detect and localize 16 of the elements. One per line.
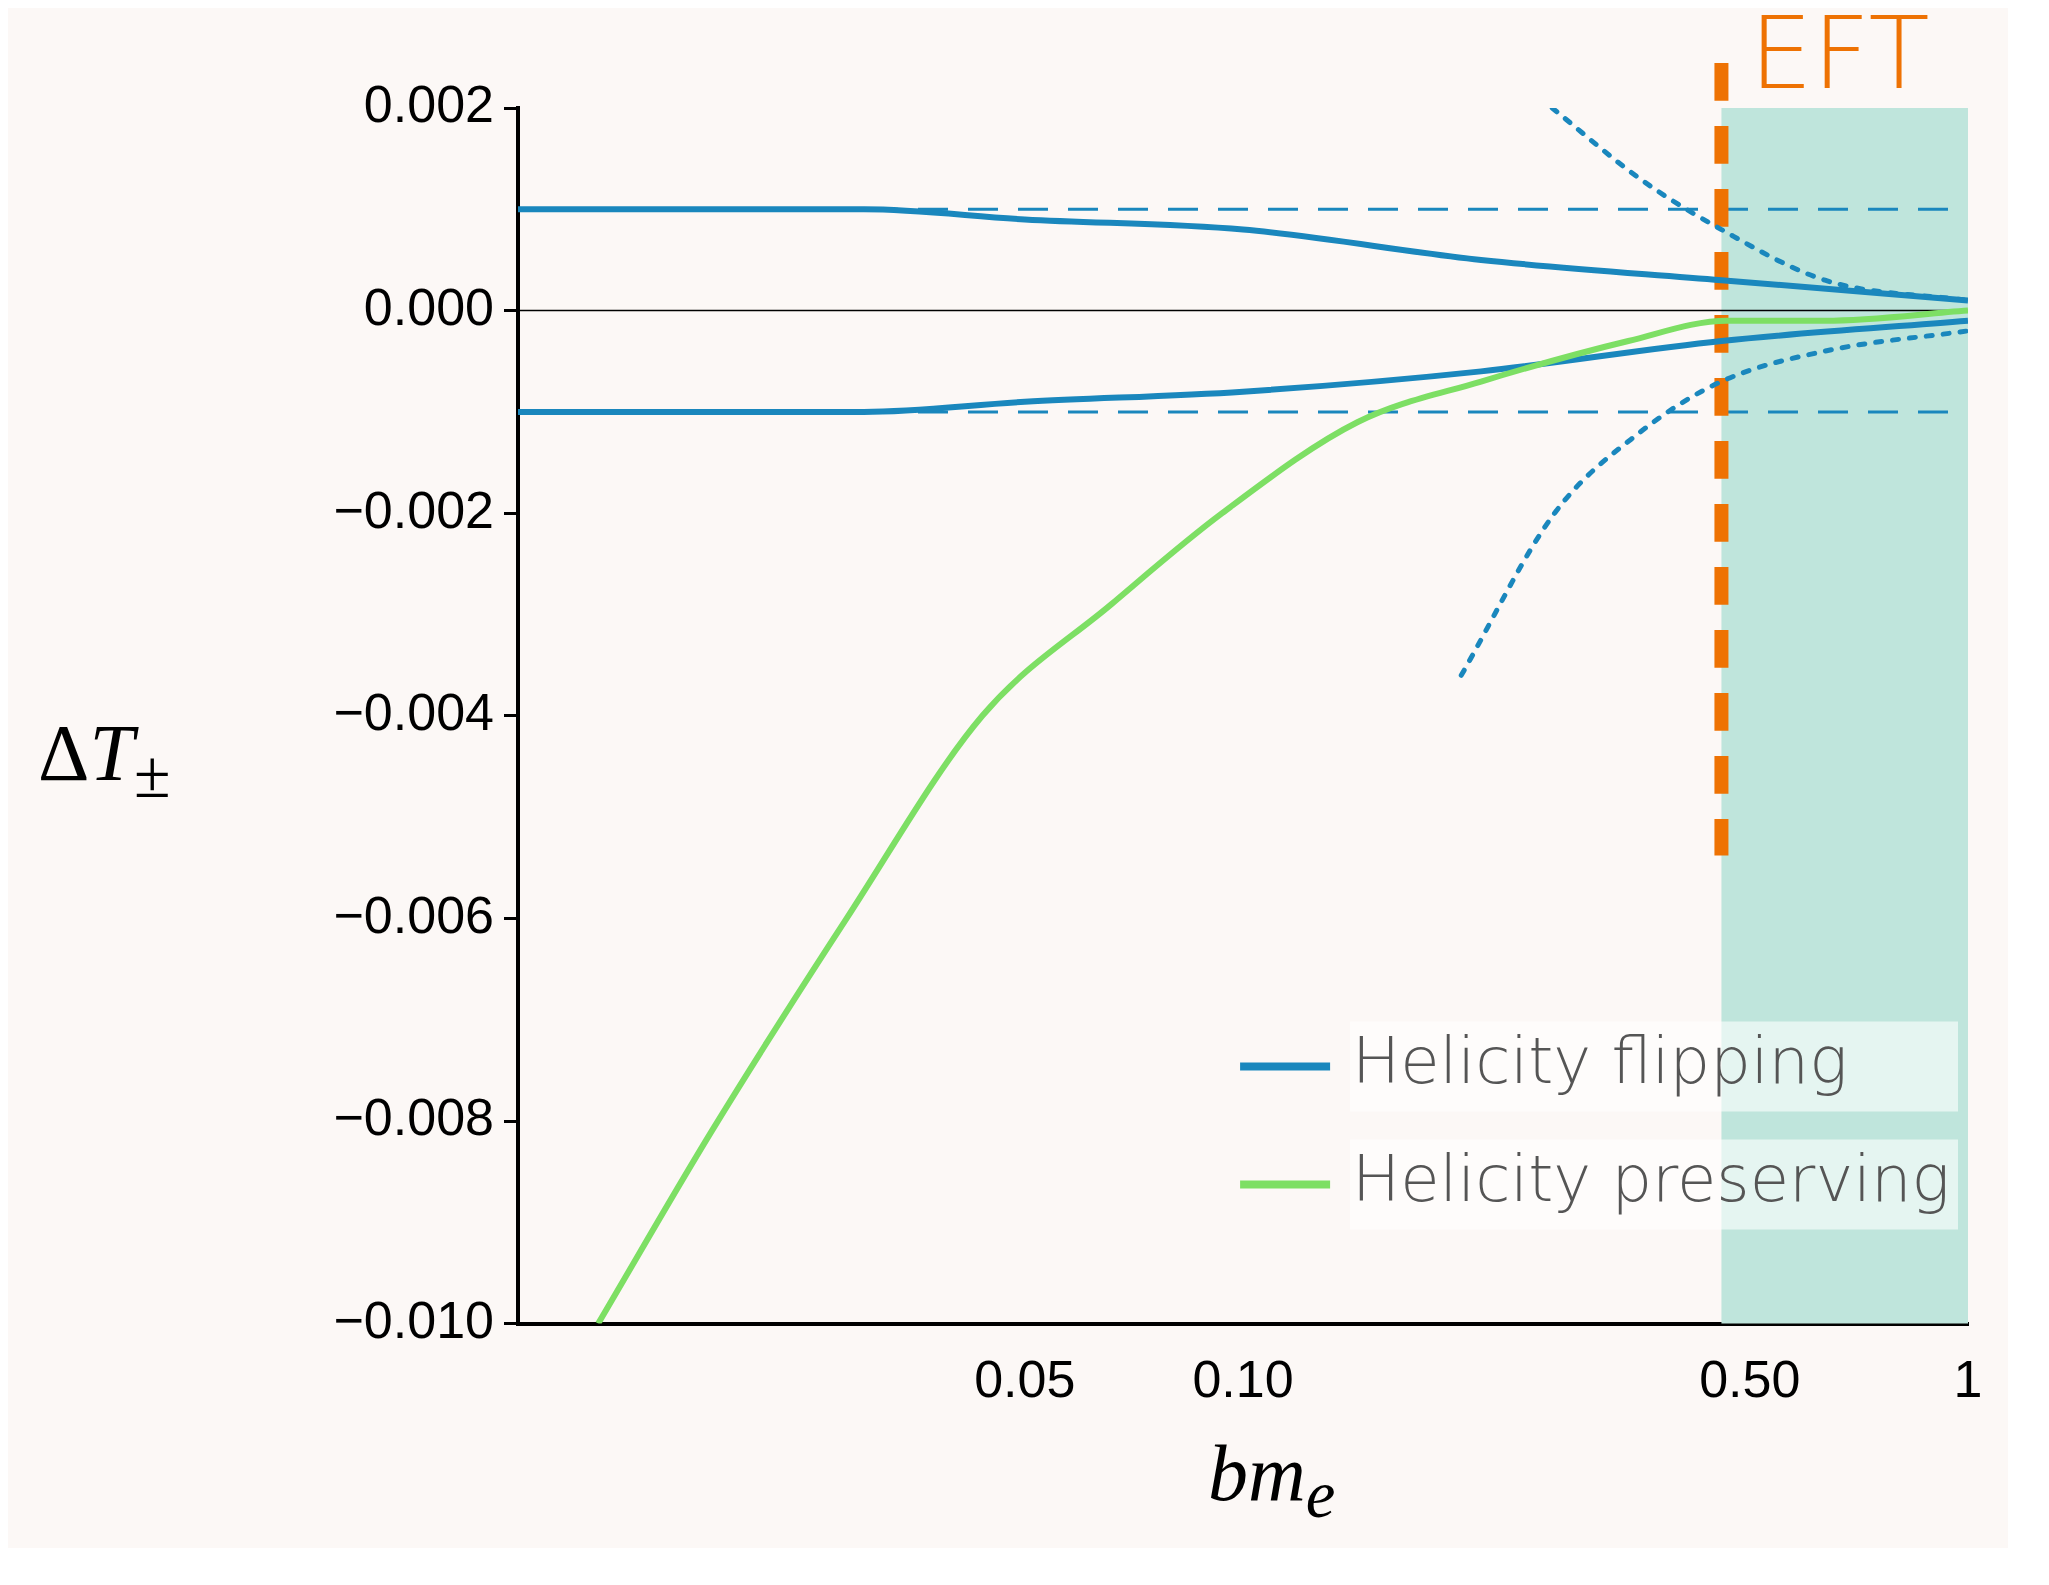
legend-label: Helicity flipping: [1352, 1024, 1848, 1099]
y-tick-label: −0.010: [333, 1290, 494, 1349]
y-axis-title: ΔT$_{±}$: [38, 708, 171, 813]
x-tick-label: 0.10: [1192, 1350, 1294, 1409]
ref-line-label: EFT: [1749, 0, 1930, 112]
y-tick-label: −0.002: [333, 480, 494, 539]
x-axis-title: bm$_{e}$: [1208, 1428, 1336, 1533]
x-tick-label: 0.05: [974, 1350, 1076, 1409]
x-tick-label: 1: [1953, 1350, 1983, 1409]
y-tick-label: −0.004: [333, 683, 494, 742]
y-tick-label: 0.000: [363, 277, 494, 336]
x-tick-label: 0.50: [1699, 1350, 1801, 1409]
y-tick-label: 0.002: [363, 75, 494, 134]
y-tick-label: −0.006: [333, 885, 494, 944]
y-tick-label: −0.008: [333, 1088, 494, 1147]
legend-label: Helicity preserving: [1352, 1142, 1950, 1217]
